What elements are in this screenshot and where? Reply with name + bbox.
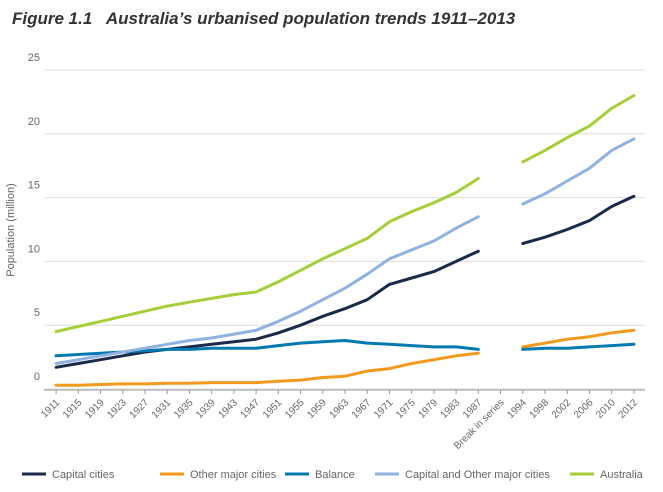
x-tick-label: 1919 xyxy=(83,397,107,421)
x-tick-label: 1983 xyxy=(439,397,463,421)
x-tick-label: 1951 xyxy=(261,397,285,421)
x-tick-label: 1959 xyxy=(305,397,329,421)
x-tick-label: 1935 xyxy=(172,397,196,421)
x-tick-label: 1979 xyxy=(416,397,440,421)
legend-label: Other major cities xyxy=(190,469,277,481)
y-axis-label: Population (million) xyxy=(5,183,17,277)
x-tick-label: 2012 xyxy=(616,397,640,421)
x-tick-label: 2002 xyxy=(550,397,574,421)
x-tick-label: 2006 xyxy=(572,397,596,421)
series-line xyxy=(54,94,636,334)
x-tick-label: 1911 xyxy=(39,397,62,420)
y-tick-label: 10 xyxy=(28,243,40,255)
x-tick-label: 1967 xyxy=(350,397,374,421)
chart-title: Figure 1.1 Australia’s urbanised populat… xyxy=(12,9,516,28)
x-tick-label: 1931 xyxy=(150,397,174,421)
y-tick-label: 0 xyxy=(34,371,40,383)
x-tick-label: 1915 xyxy=(61,397,85,421)
x-tick-label: 1923 xyxy=(105,397,129,421)
x-tick-label: 1975 xyxy=(394,397,418,421)
series-line xyxy=(54,137,636,365)
legend-label: Balance xyxy=(315,469,355,481)
y-tick-label: 15 xyxy=(28,180,40,192)
x-tick-label: 1939 xyxy=(194,397,218,421)
x-tick-label: 1947 xyxy=(239,397,263,421)
x-tick-label: 1927 xyxy=(128,397,152,421)
x-tick-label: 1963 xyxy=(328,397,352,421)
y-tick-label: 25 xyxy=(28,52,40,64)
legend-label: Australia xyxy=(600,469,644,481)
y-tick-label: 20 xyxy=(28,116,40,128)
x-tick-label: 1955 xyxy=(283,397,307,421)
x-tick-label: 1994 xyxy=(505,397,529,421)
x-tick-label: 2010 xyxy=(594,397,618,421)
legend-label: Capital cities xyxy=(52,469,115,481)
x-tick-label: 1971 xyxy=(372,397,396,421)
series-line xyxy=(54,328,636,387)
legend-label: Capital and Other major cities xyxy=(405,469,550,481)
series-line xyxy=(54,194,636,369)
x-tick-label: 1943 xyxy=(216,397,240,421)
x-tick-label: 1998 xyxy=(528,397,552,421)
y-tick-label: 5 xyxy=(34,307,40,319)
